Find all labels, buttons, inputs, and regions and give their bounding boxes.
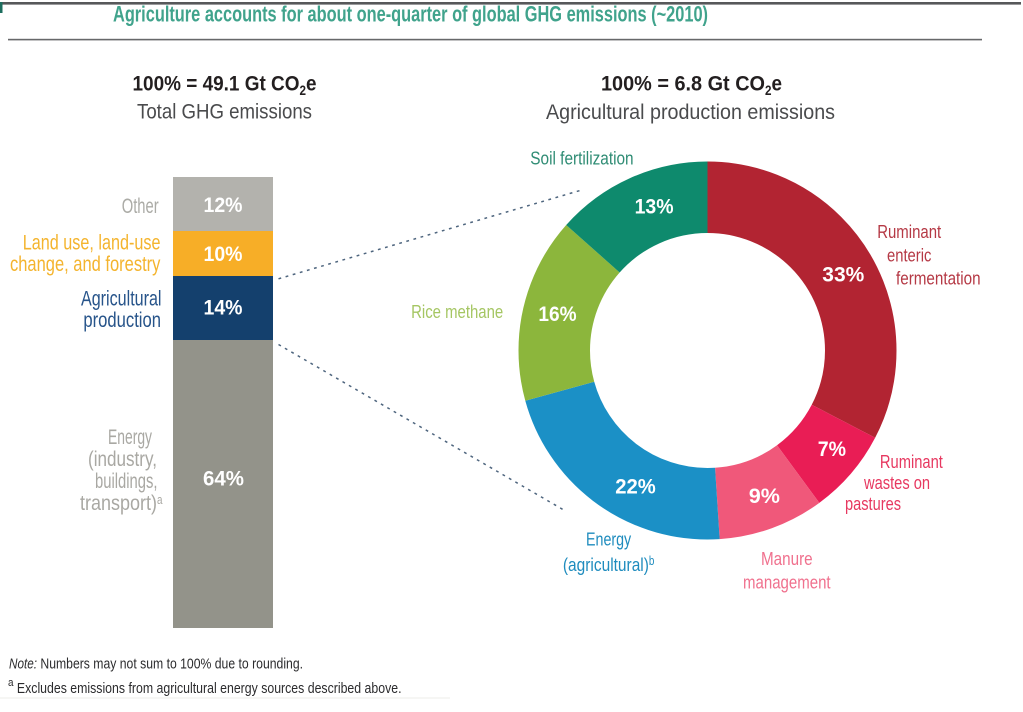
svg-text:7%: 7% <box>818 437 846 461</box>
svg-text:production: production <box>83 309 161 332</box>
svg-text:Note: Numbers may not sum to 1: Note: Numbers may not sum to 100% due to… <box>9 657 303 673</box>
svg-text:Total GHG emissions: Total GHG emissions <box>137 100 312 124</box>
svg-text:Ruminant: Ruminant <box>880 451 943 472</box>
svg-text:Ruminant: Ruminant <box>877 221 941 242</box>
svg-text:16%: 16% <box>538 302 576 326</box>
svg-text:Agricultural: Agricultural <box>81 288 162 311</box>
svg-text:transport)a: transport)a <box>80 492 163 515</box>
svg-text:buildings,: buildings, <box>95 470 158 493</box>
svg-text:a Excludes emissions from agri: a Excludes emissions from agricultural e… <box>8 677 402 697</box>
svg-text:100% = 49.1 Gt CO2e: 100% = 49.1 Gt CO2e <box>133 71 317 98</box>
svg-text:fermentation: fermentation <box>896 268 981 289</box>
svg-text:13%: 13% <box>635 195 674 219</box>
svg-text:wastes on: wastes on <box>863 472 930 493</box>
svg-text:pastures: pastures <box>845 493 901 514</box>
svg-text:Rice methane: Rice methane <box>411 301 503 322</box>
svg-text:9%: 9% <box>749 484 780 508</box>
svg-text:22%: 22% <box>615 475 656 499</box>
svg-text:Agriculture accounts for about: Agriculture accounts for about one-quart… <box>113 1 708 26</box>
svg-text:14%: 14% <box>204 296 243 320</box>
svg-text:33%: 33% <box>822 263 864 287</box>
svg-text:100% = 6.8 Gt CO2e: 100% = 6.8 Gt CO2e <box>601 71 782 98</box>
svg-text:Soil fertilization: Soil fertilization <box>530 148 633 169</box>
svg-text:enteric: enteric <box>887 245 931 266</box>
svg-text:management: management <box>743 572 831 593</box>
svg-text:Manure: Manure <box>761 548 813 569</box>
svg-text:Other: Other <box>122 195 159 218</box>
svg-text:64%: 64% <box>203 467 244 491</box>
svg-text:change, and forestry: change, and forestry <box>10 253 161 276</box>
svg-text:Agricultural production emissi: Agricultural production emissions <box>546 100 835 124</box>
svg-text:(agricultural)b: (agricultural)b <box>563 553 655 575</box>
svg-text:12%: 12% <box>204 193 243 217</box>
svg-text:10%: 10% <box>204 242 243 266</box>
svg-text:Energy: Energy <box>586 529 632 550</box>
svg-text:(industry,: (industry, <box>88 448 157 471</box>
svg-text:Land use, land-use: Land use, land-use <box>23 232 161 255</box>
svg-text:Energy: Energy <box>108 426 152 449</box>
